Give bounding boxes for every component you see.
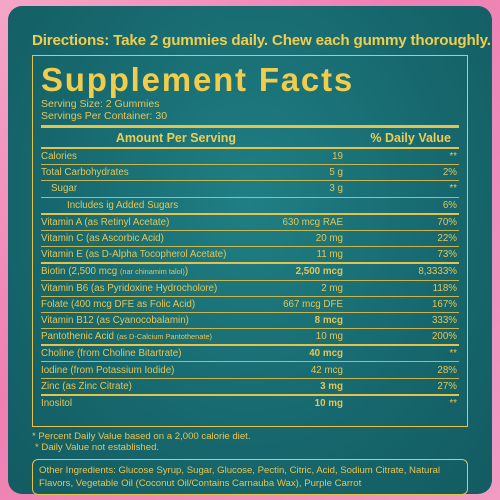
nutrient-dv: 27% xyxy=(437,380,457,392)
table-row: Choline (from Choline Bitartrate) 40 mcg… xyxy=(41,346,459,363)
directions-text: Directions: Take 2 gummies daily. Chew e… xyxy=(32,32,491,49)
nutrient-amount: 19 xyxy=(332,151,343,163)
footnote-percent-dv: * Percent Daily Value based on a 2,000 c… xyxy=(32,431,251,442)
table-row: Vitamin A (as Retinyl Acetate) 630 mcg R… xyxy=(41,215,459,231)
header-amount: Amount Per Serving xyxy=(115,130,237,145)
nutrient-dv: 70% xyxy=(437,216,457,228)
nutrient-dv: 200% xyxy=(431,331,457,343)
nutrient-dv: ** xyxy=(449,348,457,360)
nutrient-dv: 28% xyxy=(437,364,457,376)
table-row: Iodine (from Potassium Iodide) 42 mcg 28… xyxy=(41,362,459,379)
nutrient-name-main: Biotin (2,500 mcg xyxy=(41,266,120,278)
table-row: Vitamin E (as D-Alpha Tocopherol Acetate… xyxy=(41,247,459,265)
nutrient-amount: 667 mcg DFE xyxy=(283,298,343,310)
table-header: Amount Per Serving % Daily Value xyxy=(41,128,459,149)
nutrient-name: Iodine (from Potassium Iodide) xyxy=(41,364,175,376)
nutrient-dv: 118% xyxy=(432,282,457,294)
nutrient-dv: 8,3333% xyxy=(418,266,457,278)
other-ingredients: Other Ingredients: Glucose Syrup, Sugar,… xyxy=(32,459,468,495)
nutrient-name: Biotin (2,500 mcg (nar chinamim talol)) xyxy=(41,266,189,278)
nutrient-dv: 333% xyxy=(431,314,457,326)
nutrient-name: Vitamin B12 (as Cyanocobalamin) xyxy=(41,314,189,326)
nutrient-name: Total Carbohydrates xyxy=(41,167,129,179)
nutrient-name: Vitamin B6 (as Pyridoxine Hydrocholore) xyxy=(41,282,218,294)
nutrient-name: Vitamin A (as Retinyl Acetate) xyxy=(41,216,170,228)
nutrient-dv: 167% xyxy=(431,298,457,310)
nutrient-amount: 20 mg xyxy=(315,233,343,245)
table-row: Calories 19 ** xyxy=(41,149,459,166)
nutrient-name-note: (as D-Calcium Pantothenate) xyxy=(116,332,213,342)
nutrient-amount: 2,500 mcg xyxy=(295,266,343,278)
nutrient-dv: ** xyxy=(449,183,457,195)
nutrient-name-note: (nar chinamim talol) xyxy=(119,267,185,277)
nutrient-name: Choline (from Choline Bitartrate) xyxy=(41,348,182,360)
nutrient-name: Zinc (as Zinc Citrate) xyxy=(41,380,132,392)
facts-title: Supplement Facts xyxy=(41,61,355,98)
table-row: Vitamin B12 (as Cyanocobalamin) 8 mcg 33… xyxy=(41,313,459,330)
nutrient-dv: 6% xyxy=(442,199,457,211)
nutrient-amount: 8 mcg xyxy=(314,314,343,326)
nutrient-amount: 3 mg xyxy=(320,380,343,392)
table-row: Sugar 3 g ** xyxy=(41,181,459,198)
thick-divider xyxy=(41,125,459,128)
table-row: Vitamin B6 (as Pyridoxine Hydrocholore) … xyxy=(41,281,459,297)
nutrient-name: Includes ig Added Sugars xyxy=(67,199,179,211)
serving-size: Serving Size: 2 Gummies xyxy=(41,98,160,110)
nutrient-amount: 630 mcg RAE xyxy=(282,216,343,228)
nutrient-name-main: Pantothenic Acid xyxy=(41,331,117,343)
header-daily-value: % Daily Value xyxy=(370,130,451,145)
table-row: Vitamin C (as Ascorbic Acid) 20 mg 22% xyxy=(41,231,459,248)
nutrient-dv: ** xyxy=(449,397,457,409)
table-row: Biotin (2,500 mcg (nar chinamim talol)) … xyxy=(41,264,459,281)
table-row: Total Carbohydrates 5 g 2% xyxy=(41,165,459,182)
nutrient-amount: 10 mg xyxy=(314,397,343,409)
footnote-not-established: * Daily Value not established. xyxy=(35,442,160,453)
nutrient-amount: 3 g xyxy=(329,183,343,195)
table-row: Includes ig Added Sugars 6% xyxy=(41,198,459,215)
servings-per-container: Servings Per Container: 30 xyxy=(41,110,168,122)
nutrient-dv: 22% xyxy=(437,233,457,245)
nutrient-amount: 42 mcg xyxy=(310,364,343,376)
nutrient-name: Vitamin C (as Ascorbic Acid) xyxy=(41,233,164,245)
nutrient-amount: 10 mg xyxy=(315,331,343,343)
nutrient-name: Folate (400 mcg DFE as Folic Acid) xyxy=(41,298,196,310)
nutrient-dv: ** xyxy=(449,151,457,163)
nutrient-dv: 2% xyxy=(442,167,457,179)
nutrient-amount: 2 mg xyxy=(321,282,343,294)
table-row: Pantothenic Acid (as D-Calcium Pantothen… xyxy=(41,329,459,347)
nutrient-name: Inositol xyxy=(41,397,73,409)
nutrient-amount: 11 mg xyxy=(316,249,343,261)
nutrient-dv: 73% xyxy=(437,249,457,261)
nutrient-name: Vitamin E (as D-Alpha Tocopherol Acetate… xyxy=(41,249,227,261)
label-panel: Directions: Take 2 gummies daily. Chew e… xyxy=(8,6,492,495)
nutrient-amount: 5 g xyxy=(329,167,343,179)
supplement-facts-box: Supplement Facts Serving Size: 2 Gummies… xyxy=(32,55,468,427)
nutrient-amount: 40 mcg xyxy=(309,348,343,360)
footnotes: * Percent Daily Value based on a 2,000 c… xyxy=(32,431,468,453)
table-row: Zinc (as Zinc Citrate) 3 mg 27% xyxy=(41,379,459,396)
nutrient-name: Sugar xyxy=(51,183,78,195)
nutrient-name: Pantothenic Acid (as D-Calcium Pantothen… xyxy=(41,331,253,342)
table-row: Inositol 10 mg ** xyxy=(41,396,459,411)
nutrient-name: Calories xyxy=(41,151,77,163)
table-row: Folate (400 mcg DFE as Folic Acid) 667 m… xyxy=(41,297,459,313)
